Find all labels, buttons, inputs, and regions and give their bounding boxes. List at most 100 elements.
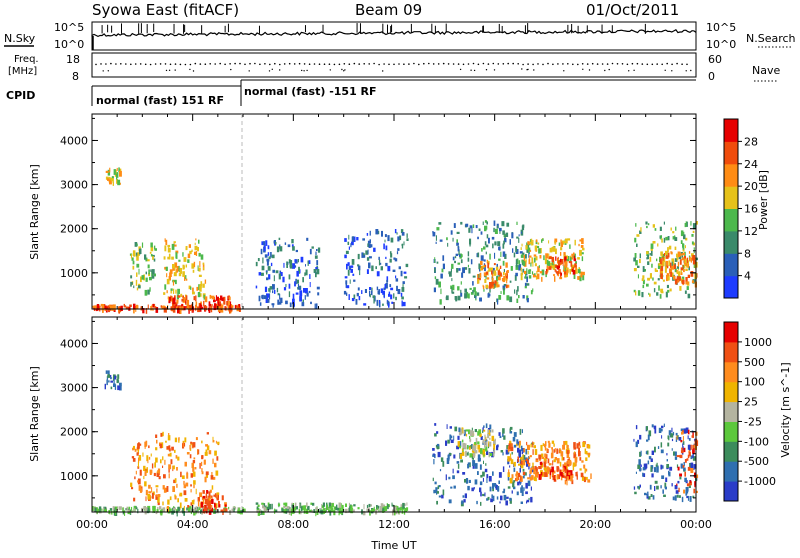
x-tick-label: 16:00 — [479, 518, 511, 531]
echo-cell — [289, 260, 293, 266]
echo-cell — [578, 243, 580, 247]
echo-cell — [529, 470, 532, 475]
echo-cell — [660, 464, 663, 470]
echo-cell — [656, 292, 659, 296]
echo-cell — [552, 247, 555, 251]
echo-cell — [560, 247, 563, 251]
echo-cell — [673, 451, 676, 456]
echo-cell — [506, 496, 509, 499]
echo-cell — [680, 270, 682, 273]
echo-cell — [458, 249, 460, 255]
echo-cell — [465, 223, 469, 227]
echo-cell — [581, 256, 584, 262]
echo-cell — [137, 480, 139, 483]
echo-cell — [582, 442, 586, 448]
echo-cell — [572, 270, 576, 275]
echo-cell — [183, 480, 185, 485]
echo-cell — [265, 270, 268, 273]
echo-cell — [585, 451, 588, 455]
echo-cell — [330, 507, 334, 513]
echo-cell — [509, 498, 512, 504]
echo-cell — [351, 236, 355, 242]
echo-cell — [242, 508, 246, 512]
echo-cell — [176, 467, 178, 471]
echo-cell — [566, 269, 568, 276]
echo-cell — [508, 469, 510, 475]
echo-cell — [178, 437, 180, 441]
echo-cell — [661, 425, 664, 429]
echo-cell — [132, 447, 134, 451]
echo-cell — [492, 243, 494, 249]
echo-cell — [642, 279, 645, 285]
echo-cell — [692, 223, 696, 229]
echo-cell — [159, 506, 162, 510]
echo-cell — [383, 504, 386, 508]
echo-cell — [671, 258, 675, 262]
echo-cell — [194, 467, 197, 470]
echo-cell — [692, 450, 694, 454]
echo-cell — [490, 282, 494, 287]
echo-cell — [268, 503, 272, 510]
echo-cell — [165, 266, 168, 271]
echo-cell — [521, 259, 524, 263]
echo-cell — [120, 305, 123, 311]
echo-cell — [182, 507, 185, 514]
echo-cell — [180, 293, 183, 297]
echo-cell — [642, 275, 645, 279]
echo-cell — [148, 269, 150, 275]
echo-cell — [311, 246, 314, 249]
echo-cell — [566, 475, 569, 480]
echo-cell — [172, 298, 176, 305]
echo-cell — [635, 291, 637, 296]
echo-cell — [334, 506, 337, 510]
y-tick-label: 4000 — [60, 337, 88, 350]
colorbar-swatch — [724, 163, 738, 187]
echo-cell — [526, 501, 528, 504]
echo-cell — [678, 437, 682, 441]
echo-cell — [330, 506, 332, 513]
nave-label: Nave — [752, 64, 780, 77]
echo-cell — [641, 292, 644, 298]
echo-cell — [475, 296, 477, 299]
echo-cell — [301, 302, 305, 307]
echo-cell — [695, 474, 699, 479]
echo-cell — [566, 453, 570, 458]
echo-cell — [346, 285, 350, 289]
echo-cell — [402, 301, 406, 307]
echo-cell — [168, 298, 170, 301]
echo-cell — [539, 461, 543, 465]
echo-cell — [167, 508, 171, 514]
echo-cell — [689, 256, 691, 262]
echo-cell — [467, 257, 470, 262]
echo-cell — [175, 279, 177, 285]
colorbar-tick-label: 12 — [744, 225, 758, 238]
echo-cell — [103, 507, 105, 511]
echo-cell — [506, 445, 509, 450]
echo-cell — [391, 502, 393, 507]
echo-cell — [222, 510, 224, 515]
echo-cell — [650, 247, 653, 251]
echo-cell — [116, 179, 118, 184]
echo-cell — [380, 266, 383, 271]
echo-cell — [508, 443, 511, 450]
echo-cell — [175, 250, 179, 254]
echo-cell — [640, 227, 642, 232]
echo-cell — [449, 426, 452, 429]
echo-cell — [475, 437, 478, 444]
echo-cell — [345, 508, 348, 514]
echo-cell — [647, 255, 649, 260]
echo-cell — [237, 305, 239, 310]
echo-cell — [474, 446, 476, 452]
echo-cell — [442, 461, 445, 467]
echo-cell — [373, 506, 375, 512]
echo-cell — [687, 274, 690, 278]
echo-cell — [344, 276, 348, 279]
echo-cell — [581, 475, 585, 481]
echo-cell — [692, 456, 696, 461]
echo-cell — [520, 457, 522, 460]
echo-cell — [272, 303, 274, 308]
echo-cell — [548, 253, 550, 260]
echo-cell — [391, 301, 394, 304]
echo-cell — [574, 263, 577, 268]
echo-cell — [656, 462, 658, 468]
